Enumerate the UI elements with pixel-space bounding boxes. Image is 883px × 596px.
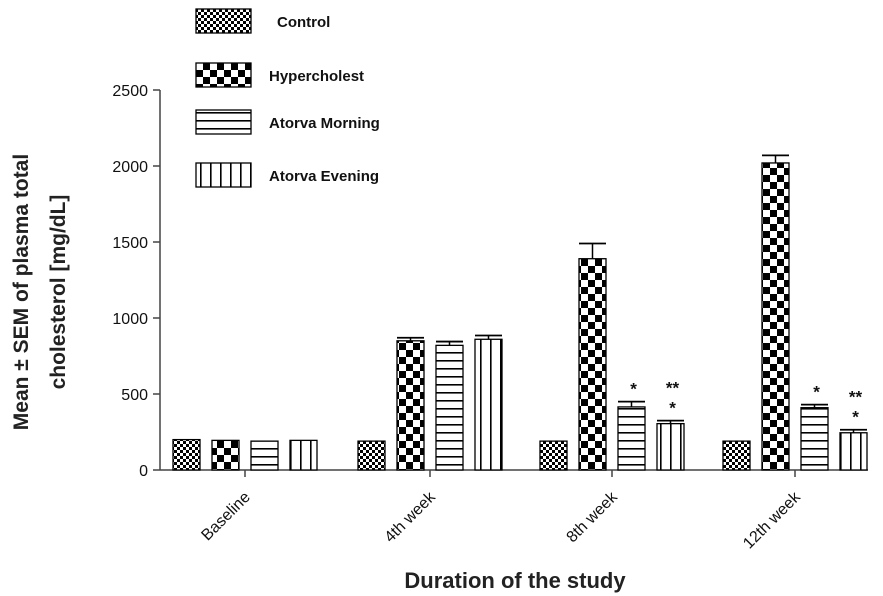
bar-hypercholest	[578, 258, 607, 471]
bar-atorva-morning	[250, 440, 279, 471]
legend: Control Hypercholest Atorva Morning Atorva …	[195, 8, 380, 188]
bar-atorva-morning	[435, 344, 464, 471]
bar-control	[172, 438, 201, 471]
bar-control	[357, 440, 386, 471]
legend-swatch	[195, 109, 252, 135]
x-tick-label: Baseline	[198, 489, 253, 544]
significance-marker: *	[852, 408, 859, 427]
y-axis-title-line-1: Mean ± SEM of plasma total	[10, 154, 33, 430]
bar-hypercholest	[396, 340, 425, 471]
x-tick-label: 8th week	[564, 488, 622, 546]
y-tick-label: 2000	[112, 159, 148, 176]
bar-hypercholest	[761, 162, 790, 471]
y-tick-label: 1000	[112, 311, 148, 328]
y-tick-label: 0	[139, 463, 148, 480]
significance-marker: *	[669, 399, 676, 418]
y-tick-label: 2500	[112, 83, 148, 100]
legend-label: Atorva Morning	[269, 115, 380, 132]
legend-label: Hypercholest	[269, 68, 364, 85]
bars: * **** ***	[172, 154, 868, 471]
x-axis-title: Duration of the study	[404, 568, 626, 593]
significance-marker: **	[666, 379, 680, 398]
y-tick-label: 500	[121, 387, 148, 404]
y-axis-title-line-2: cholesterol [mg/dL]	[47, 195, 70, 390]
legend-swatch	[195, 162, 252, 188]
bar-atorva-morning	[800, 407, 829, 471]
bar-hypercholest	[211, 439, 240, 471]
bar-atorva-evening	[839, 432, 868, 471]
y-axis-ticks: 0 500 1000 1500 2000 2500	[112, 83, 160, 480]
significance-marker: **	[849, 388, 863, 407]
bar-control	[539, 440, 568, 471]
bar-control	[722, 440, 751, 471]
legend-label: Atorva Evening	[269, 168, 379, 185]
x-tick-label: 4th week	[382, 488, 440, 546]
y-axis-title: Mean ± SEM of plasma total cholesterol […	[10, 154, 70, 430]
legend-swatch	[195, 8, 252, 34]
legend-swatch	[195, 62, 252, 88]
x-axis-ticks: Baseline 4th week 8th week 12th week	[198, 470, 805, 552]
legend-label: Control	[277, 14, 330, 31]
significance-marker: *	[630, 380, 637, 399]
bar-atorva-evening	[289, 439, 318, 471]
bar-atorva-morning	[617, 406, 646, 471]
bar-atorva-evening	[656, 422, 685, 471]
bar-atorva-evening	[474, 338, 503, 471]
significance-marker: *	[813, 383, 820, 402]
x-tick-label: 12th week	[740, 488, 804, 552]
y-tick-label: 1500	[112, 235, 148, 252]
